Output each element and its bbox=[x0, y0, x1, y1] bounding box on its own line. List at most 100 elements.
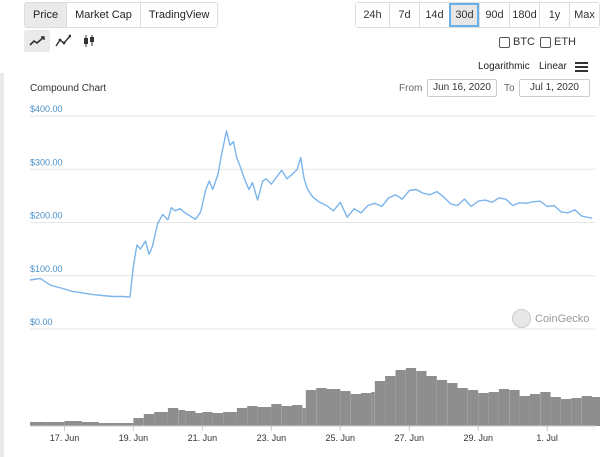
x-tick-label: 19. Jun bbox=[119, 433, 149, 443]
x-tick-label: 29. Jun bbox=[463, 433, 493, 443]
compare-eth[interactable]: ETH bbox=[540, 36, 576, 48]
volume-bar bbox=[540, 392, 551, 426]
x-tick-label: 27. Jun bbox=[394, 433, 424, 443]
y-tick-label: $100.00 bbox=[30, 264, 63, 274]
range-24h[interactable]: 24h bbox=[356, 3, 389, 27]
to-label: To bbox=[504, 83, 515, 94]
range-90d[interactable]: 90d bbox=[479, 3, 509, 27]
to-date-input[interactable]: Jul 1, 2020 bbox=[519, 79, 590, 97]
range-14d[interactable]: 14d bbox=[419, 3, 449, 27]
volume-bar bbox=[195, 413, 203, 426]
volume-bar bbox=[405, 368, 417, 426]
y-tick-label: $200.00 bbox=[30, 211, 63, 221]
volume-bar bbox=[292, 405, 303, 426]
volume-bar bbox=[457, 388, 468, 426]
volume-bar bbox=[395, 370, 406, 426]
candlestick-icon[interactable] bbox=[76, 30, 102, 52]
volume-bar bbox=[361, 393, 372, 426]
volume-bar bbox=[488, 392, 499, 426]
volume-bar bbox=[498, 389, 510, 426]
eth-label: ETH bbox=[554, 36, 576, 48]
time-range-selector: 24h 7d 14d 30d 90d 180d 1y Max bbox=[355, 2, 600, 28]
volume-bar bbox=[519, 396, 530, 426]
volume-bar bbox=[202, 412, 213, 426]
range-30d[interactable]: 30d bbox=[449, 3, 479, 27]
volume-bar bbox=[385, 376, 396, 426]
volume-bar bbox=[509, 390, 520, 426]
volume-bar bbox=[281, 406, 292, 426]
volume-bar bbox=[561, 399, 572, 426]
linear-scale-button[interactable]: Linear bbox=[539, 61, 567, 72]
compare-btc[interactable]: BTC bbox=[499, 36, 535, 48]
tab-tradingview[interactable]: TradingView bbox=[139, 3, 218, 27]
range-180d[interactable]: 180d bbox=[509, 3, 539, 27]
volume-bar bbox=[305, 390, 317, 426]
ohlc-line-icon[interactable] bbox=[50, 30, 76, 52]
volume-bar bbox=[350, 394, 361, 426]
x-tick-label: 21. Jun bbox=[188, 433, 218, 443]
volume-bar bbox=[426, 376, 437, 426]
line-chart-icon[interactable] bbox=[24, 30, 50, 52]
y-tick-label: $300.00 bbox=[30, 157, 63, 167]
volume-bar bbox=[154, 412, 168, 426]
volume-bar bbox=[416, 371, 427, 426]
x-tick-label: 25. Jun bbox=[326, 433, 356, 443]
volume-bar bbox=[371, 392, 375, 426]
volume-bar bbox=[592, 397, 600, 426]
tab-market-cap[interactable]: Market Cap bbox=[66, 3, 140, 27]
volume-bar bbox=[529, 394, 541, 426]
volume-bar bbox=[581, 396, 592, 426]
x-tick-label: 17. Jun bbox=[50, 433, 80, 443]
eth-checkbox[interactable] bbox=[540, 36, 551, 48]
btc-label: BTC bbox=[513, 36, 535, 48]
volume-bar bbox=[447, 383, 458, 426]
btc-checkbox[interactable] bbox=[499, 36, 510, 48]
coingecko-logo-icon bbox=[512, 309, 531, 328]
volume-bar bbox=[130, 423, 134, 426]
left-divider bbox=[0, 73, 4, 457]
volume-bar bbox=[133, 418, 144, 426]
volume-bar bbox=[185, 411, 196, 426]
coingecko-watermark: CoinGecko bbox=[512, 309, 589, 328]
range-1y[interactable]: 1y bbox=[539, 3, 569, 27]
from-label: From bbox=[399, 83, 423, 94]
volume-bar bbox=[167, 408, 179, 426]
volume-bar bbox=[64, 421, 82, 426]
volume-bar bbox=[478, 393, 489, 426]
volume-bar bbox=[374, 381, 386, 426]
volume-bar bbox=[47, 422, 65, 426]
y-tick-label: $0.00 bbox=[30, 317, 53, 327]
volume-bar bbox=[571, 398, 582, 426]
x-tick-label: 1. Jul bbox=[536, 433, 558, 443]
volume-bar bbox=[81, 422, 99, 426]
volume-bar bbox=[316, 388, 327, 426]
x-tick-label: 23. Jun bbox=[257, 433, 287, 443]
volume-bar bbox=[467, 390, 479, 426]
volume-bar bbox=[143, 414, 155, 426]
from-date-input[interactable]: Jun 16, 2020 bbox=[427, 79, 497, 97]
tab-price[interactable]: Price bbox=[25, 3, 67, 27]
volume-bar bbox=[223, 412, 237, 426]
volume-bar bbox=[30, 422, 48, 426]
volume-bar bbox=[326, 389, 341, 426]
chart-type-selector bbox=[24, 30, 102, 52]
volume-bar bbox=[271, 404, 282, 426]
volume-bar bbox=[257, 407, 272, 426]
hamburger-menu-icon[interactable] bbox=[575, 62, 588, 74]
range-7d[interactable]: 7d bbox=[389, 3, 419, 27]
price-line bbox=[29, 130, 593, 298]
volume-bar bbox=[302, 408, 306, 426]
volume-bar bbox=[550, 397, 561, 426]
volume-bar bbox=[436, 380, 448, 426]
volume-bar bbox=[116, 423, 130, 426]
volume-bar bbox=[212, 413, 223, 426]
watermark-text: CoinGecko bbox=[535, 312, 590, 325]
y-tick-label: $400.00 bbox=[30, 104, 63, 114]
volume-bar bbox=[340, 391, 351, 426]
chart-title: Compound Chart bbox=[30, 83, 107, 94]
chart-mode-tabs: Price Market Cap TradingView bbox=[24, 2, 219, 28]
logarithmic-scale-button[interactable]: Logarithmic bbox=[478, 61, 530, 72]
volume-bar bbox=[247, 406, 258, 426]
range-max[interactable]: Max bbox=[569, 3, 599, 27]
